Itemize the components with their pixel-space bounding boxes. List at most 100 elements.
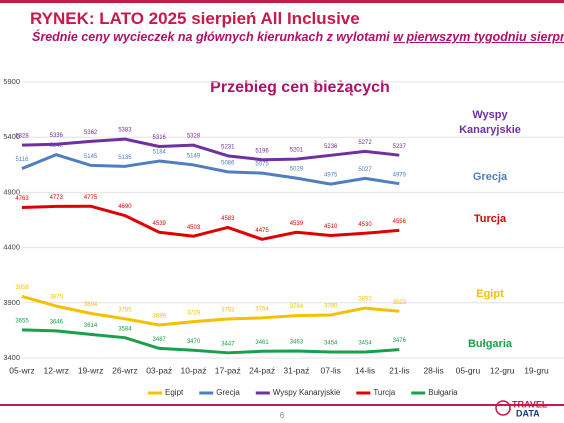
data-label: 5149: [187, 153, 201, 159]
x-tick-label: 28-lis: [423, 365, 443, 375]
x-tick-label: 12-gru: [490, 365, 515, 375]
legend-label: Turcja: [373, 388, 395, 397]
logo-icon: [495, 400, 511, 416]
series-label: Turcja: [473, 213, 507, 225]
data-label: 5075: [255, 162, 269, 168]
legend-label: Grecja: [216, 388, 240, 397]
data-label: 3753: [221, 308, 235, 314]
data-label: 3764: [255, 306, 269, 312]
legend-label: Egipt: [165, 388, 184, 397]
data-label: 4539: [153, 221, 167, 227]
data-label: 3461: [255, 340, 269, 346]
data-label: 5236: [324, 144, 338, 150]
series-label: Grecja: [472, 171, 508, 183]
data-label: 3614: [84, 323, 98, 329]
data-label: 4503: [187, 225, 201, 231]
subtitle: Średnie ceny wycieczek na głównych kieru…: [32, 30, 564, 44]
data-label: 4773: [50, 195, 64, 201]
logo-text: TRAVEL: [512, 399, 548, 409]
data-label: 5316: [153, 135, 167, 141]
y-tick-label: 5400: [3, 132, 20, 141]
data-label: 5136: [118, 155, 132, 161]
data-label: 4690: [118, 204, 132, 210]
data-label: 3470: [187, 339, 201, 345]
x-tick-label: 12-wrz: [44, 365, 70, 375]
data-label: 3790: [324, 304, 338, 310]
data-label: 4775: [84, 195, 98, 201]
series-line: [21, 328, 400, 355]
data-label: 4475: [255, 228, 269, 234]
data-label: 5237: [393, 144, 407, 150]
data-label: 3699: [153, 314, 167, 320]
data-label: 5362: [84, 130, 98, 136]
x-tick-label: 21-lis: [389, 365, 409, 375]
data-label: 4510: [324, 224, 338, 230]
legend-label: Bułgaria: [428, 388, 458, 397]
data-label: 3447: [221, 341, 235, 347]
data-label: 5029: [290, 167, 304, 173]
data-label: 3487: [153, 337, 167, 343]
data-label: 5231: [221, 144, 235, 150]
data-label: 5086: [221, 160, 235, 166]
series-line: [21, 204, 400, 241]
data-label: 5116: [16, 157, 30, 163]
data-label: 3454: [324, 341, 338, 347]
y-tick-label: 5900: [3, 77, 20, 86]
data-label: 5272: [358, 140, 372, 146]
data-label: 4530: [358, 222, 372, 228]
x-tick-label: 17-paź: [215, 365, 241, 375]
data-label: 4975: [324, 173, 338, 179]
series-line: [21, 137, 400, 162]
top-bar: [0, 0, 564, 3]
data-label: 3463: [290, 340, 304, 346]
y-tick-label: 3900: [3, 298, 20, 307]
data-label: 4979: [393, 172, 407, 178]
data-label: 5196: [255, 148, 269, 154]
x-tick-label: 31-paź: [283, 365, 309, 375]
bottom-bar: [0, 404, 564, 406]
data-label: 5336: [50, 133, 64, 139]
data-label: 3454: [358, 341, 372, 347]
y-tick-label: 3400: [3, 353, 20, 362]
data-label: 4763: [15, 196, 29, 202]
x-tick-label: 19-wrz: [78, 365, 104, 375]
x-tick-label: 26-wrz: [112, 365, 138, 375]
data-label: 3476: [393, 338, 407, 344]
y-tick-label: 4900: [3, 187, 20, 196]
data-label: 3729: [187, 310, 201, 316]
logo-text: DATA: [516, 408, 540, 418]
x-tick-label: 14-lis: [355, 365, 375, 375]
data-label: 5328: [15, 134, 29, 140]
data-label: 5027: [358, 167, 372, 173]
data-label: 5201: [290, 148, 304, 154]
data-label: 5145: [84, 154, 98, 160]
x-tick-label: 24-paź: [249, 365, 275, 375]
subtitle-text: Średnie ceny wycieczek na głównych kieru…: [32, 30, 390, 44]
data-label: 4539: [290, 221, 304, 227]
page-number: 6: [280, 411, 285, 420]
series-line: [21, 153, 400, 186]
data-label: 5242: [50, 143, 64, 149]
series-label: Bułgaria: [467, 338, 512, 350]
x-tick-label: 10-paź: [181, 365, 207, 375]
data-label: 4583: [221, 216, 235, 222]
data-label: 3755: [118, 307, 132, 313]
x-tick-label: 05-wrz: [9, 365, 35, 375]
data-label: 3870: [50, 295, 64, 301]
x-tick-label: 03-paź: [146, 365, 172, 375]
chart-title: Przebieg cen bieżących: [210, 79, 390, 96]
data-label: 3804: [84, 302, 98, 308]
x-tick-label: 19-gru: [524, 365, 549, 375]
data-label: 3958: [15, 285, 29, 291]
x-tick-label: 07-lis: [321, 365, 341, 375]
series-label: Wyspy Kanaryjskie: [459, 109, 521, 136]
data-label: 4556: [393, 219, 407, 225]
y-tick-label: 4400: [3, 243, 20, 252]
data-label: 5328: [187, 134, 201, 140]
data-label: 5383: [118, 128, 132, 134]
data-label: 3852: [358, 297, 372, 303]
data-label: 3823: [393, 300, 407, 306]
subtitle-underlined: w pierwszym tygodniu sierpnia: [393, 30, 564, 44]
